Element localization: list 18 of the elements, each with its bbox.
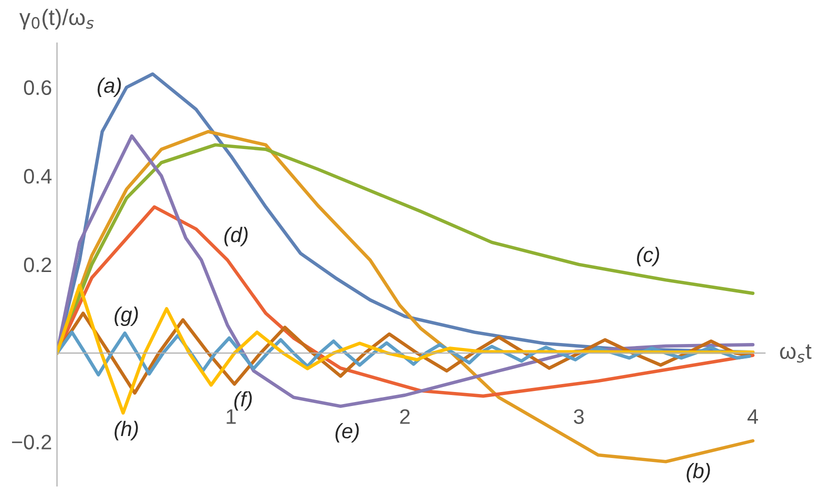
series-label: (d) — [224, 226, 248, 246]
y-tick-label: 0.2 — [24, 258, 52, 272]
x-tick-label: 4 — [748, 409, 758, 424]
x-tick-label: 2 — [400, 409, 410, 424]
x-tick-label: 1 — [226, 409, 236, 424]
y-tick-label: −0.2 — [12, 434, 52, 450]
y-tick-label: 0.4 — [24, 168, 52, 184]
series-label: (e) — [336, 423, 359, 443]
series-label: (h) — [114, 420, 138, 440]
series-label: (b) — [686, 463, 710, 482]
series-label: (c) — [637, 246, 660, 266]
x-tick-label: 3 — [574, 409, 584, 424]
series-label: (a) — [98, 78, 121, 97]
series-label: (g) — [114, 306, 138, 326]
y-axis-title: γ$_{0}$(t)/ω$_{s}$ — [19, 8, 94, 30]
y-tick-label: 0.6 — [24, 80, 52, 96]
x-axis-title: ω$_{s}$t — [780, 344, 812, 363]
series-label: (f) — [234, 391, 252, 411]
